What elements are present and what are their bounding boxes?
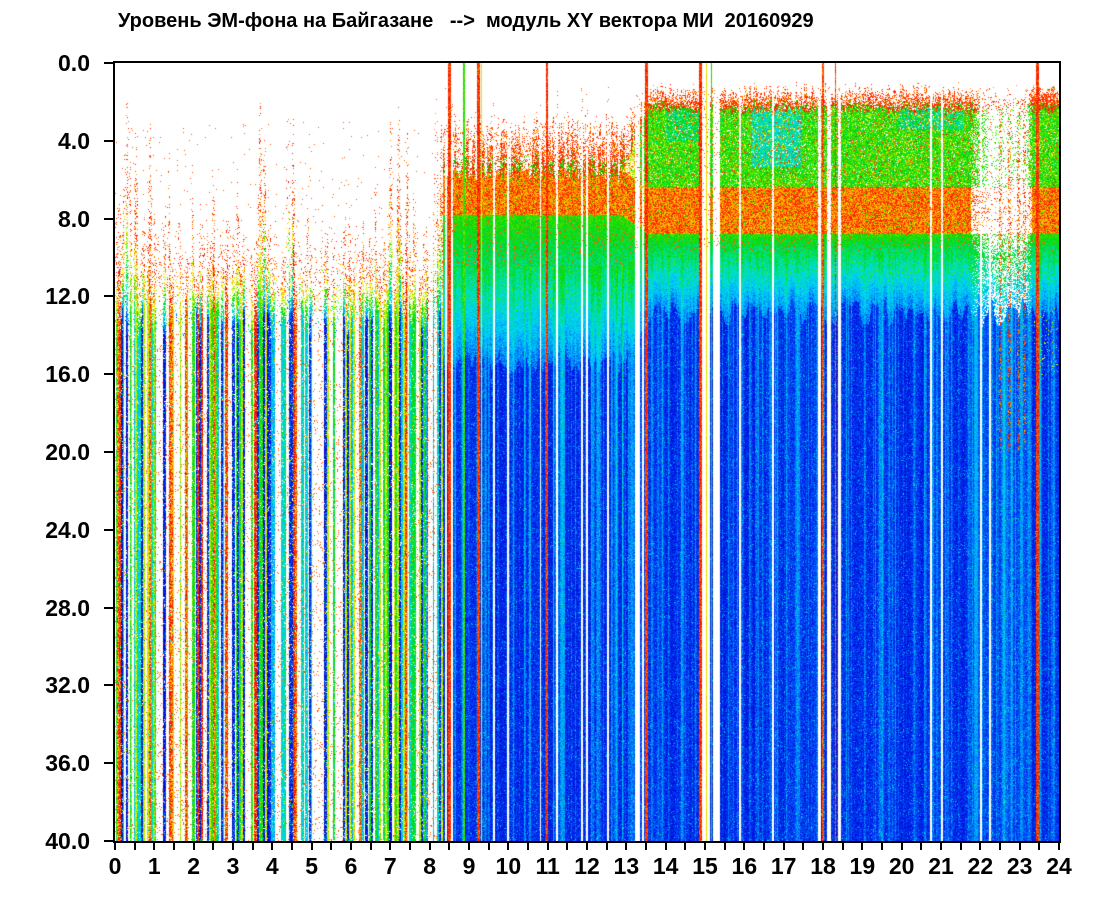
y-axis-tick-label: 24.0 <box>45 516 90 543</box>
x-axis-tick-label: 12 <box>574 853 600 879</box>
y-axis-tick-label: 36.0 <box>45 750 90 777</box>
x-axis-tick-label: 23 <box>1006 853 1033 879</box>
y-axis-tick-label: 12.0 <box>45 283 90 310</box>
y-axis-tick <box>104 217 113 220</box>
x-axis-tick-label: 0 <box>108 853 122 879</box>
x-axis-tick <box>605 843 608 850</box>
x-axis-tick-label: 5 <box>305 853 319 879</box>
x-axis-tick <box>861 843 864 850</box>
x-axis-tick-label: 7 <box>383 853 397 879</box>
x-axis-tick-label: 1 <box>147 853 161 879</box>
y-axis-tick <box>104 840 113 842</box>
y-axis-tick-label: 40.0 <box>45 828 90 854</box>
y-axis-tick-label: 16.0 <box>45 361 90 388</box>
x-axis-tick-label: 13 <box>613 853 640 879</box>
y-axis-tick-label: 0.0 <box>58 50 90 76</box>
x-axis-tick-label: 22 <box>967 853 994 879</box>
x-axis-tick-label: 19 <box>849 853 876 879</box>
x-axis-tick <box>153 843 156 850</box>
x-axis-tick <box>743 843 746 850</box>
y-axis-tick-label: 20.0 <box>45 439 90 465</box>
x-axis-tick-label: 18 <box>810 853 836 879</box>
x-axis-tick <box>428 843 431 850</box>
x-axis-tick-label: 2 <box>187 853 201 879</box>
x-axis-tick-label: 20 <box>888 853 915 879</box>
x-axis-tick <box>212 843 215 850</box>
x-axis-tick-label: 16 <box>731 853 758 879</box>
y-axis-tick-label: 32.0 <box>45 672 90 699</box>
x-axis-tick <box>389 843 392 850</box>
x-axis-tick-label: 6 <box>344 853 358 879</box>
x-axis-tick <box>664 843 667 850</box>
x-axis-tick-label: 14 <box>652 853 679 879</box>
x-axis-tick <box>114 843 116 850</box>
y-axis-tick <box>104 684 113 687</box>
x-axis-tick <box>369 843 372 850</box>
x-axis-tick <box>192 843 195 850</box>
x-axis-tick <box>566 843 569 850</box>
x-axis-tick <box>802 843 805 850</box>
y-axis-tick <box>104 373 113 376</box>
x-axis-tick <box>940 843 942 850</box>
x-axis-tick <box>822 843 824 850</box>
x-axis-tick <box>330 843 333 850</box>
x-axis-tick <box>468 843 470 850</box>
x-axis-tick-label: 4 <box>265 853 279 879</box>
x-axis-tick-label: 9 <box>462 853 476 879</box>
x-axis-tick <box>625 843 628 850</box>
x-axis-tick <box>271 843 274 850</box>
x-axis-tick <box>133 843 136 850</box>
chart-title: Уровень ЭМ-фона на Байгазане --> модуль … <box>118 10 814 32</box>
x-axis-tick-label: 3 <box>226 853 240 879</box>
x-axis-tick <box>723 843 726 850</box>
y-axis-tick <box>104 528 113 531</box>
x-axis-tick <box>310 843 313 850</box>
x-axis-tick <box>704 843 706 850</box>
x-axis-tick <box>291 843 293 850</box>
y-axis-tick-label: 8.0 <box>58 205 90 232</box>
x-axis-tick <box>920 843 923 850</box>
x-axis-tick <box>959 843 962 850</box>
x-axis-tick <box>999 843 1001 850</box>
x-axis-tick-label: 11 <box>535 853 560 879</box>
x-axis-tick <box>684 843 687 850</box>
x-axis-tick <box>763 843 765 850</box>
x-axis-tick <box>507 843 510 850</box>
y-axis-tick <box>104 139 113 142</box>
x-axis-tick <box>1038 843 1041 850</box>
spectrogram-canvas <box>115 63 1059 841</box>
y-axis-tick-label: 28.0 <box>45 594 90 621</box>
x-axis-tick <box>350 843 352 850</box>
x-axis-tick <box>782 843 785 850</box>
y-axis-tick <box>104 451 113 453</box>
x-axis-tick <box>232 843 234 850</box>
x-axis-tick-label: 8 <box>423 853 437 879</box>
x-axis-tick <box>251 843 254 850</box>
y-axis-tick-label: 4.0 <box>58 127 90 154</box>
x-axis-tick <box>645 843 647 850</box>
y-axis-tick <box>104 762 113 765</box>
x-axis-tick-label: 21 <box>928 853 954 879</box>
x-axis-tick-label: 15 <box>692 853 718 879</box>
x-axis-tick <box>448 843 451 850</box>
x-axis-tick-label: 24 <box>1046 853 1072 879</box>
x-axis-tick-label: 17 <box>770 853 797 879</box>
x-axis-tick <box>841 843 844 850</box>
y-axis-tick <box>104 606 113 609</box>
x-axis-tick <box>1018 843 1021 850</box>
x-axis-tick <box>900 843 903 850</box>
x-axis-tick-label: 10 <box>495 853 522 879</box>
y-axis-tick <box>104 62 113 64</box>
x-axis-tick <box>979 843 982 850</box>
x-axis-tick <box>527 843 529 850</box>
x-axis-tick <box>173 843 175 850</box>
x-axis-tick <box>546 843 549 850</box>
x-axis-tick <box>1058 843 1060 850</box>
x-axis-tick <box>586 843 588 850</box>
x-axis-tick <box>881 843 883 850</box>
x-axis-tick <box>487 843 490 850</box>
x-axis-tick <box>409 843 411 850</box>
y-axis-tick <box>104 295 113 298</box>
